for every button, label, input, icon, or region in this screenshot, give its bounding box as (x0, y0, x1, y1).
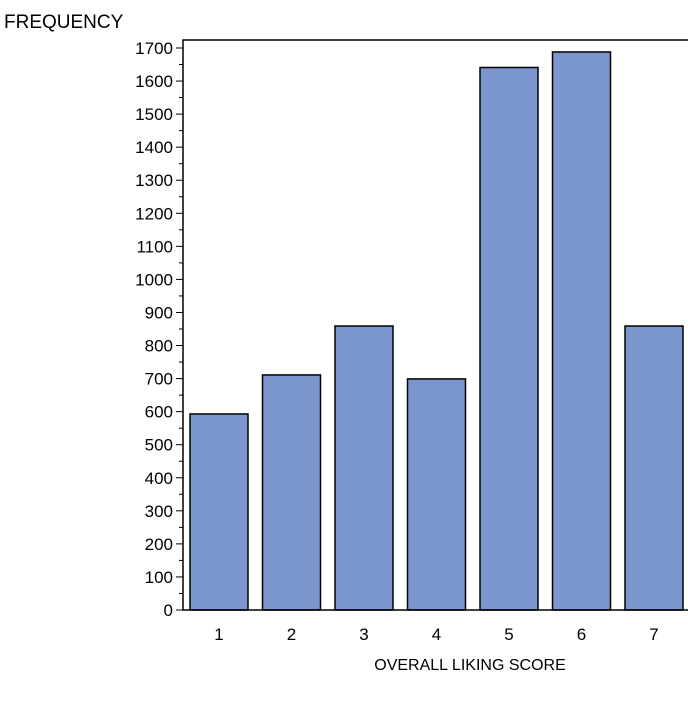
bar-score-1 (189, 413, 249, 611)
bars-group (189, 51, 684, 611)
y-tick-label: 900 (145, 303, 173, 322)
y-tick-label: 1600 (135, 72, 173, 91)
bar-score-5 (479, 66, 539, 611)
y-tick-label: 600 (145, 403, 173, 422)
x-tick-label: 6 (577, 625, 586, 644)
bar-score-6 (551, 51, 612, 611)
x-tick-label: 3 (359, 625, 368, 644)
x-tick-label: 5 (504, 625, 513, 644)
bar-score-7 (624, 325, 684, 611)
bar-score-2 (261, 374, 322, 611)
y-tick-label: 200 (145, 535, 173, 554)
y-tick-label: 1500 (135, 105, 173, 124)
y-tick-label: 1400 (135, 138, 173, 157)
bar-score-3 (334, 325, 394, 611)
plot-frame (182, 39, 688, 611)
y-tick-label: 1300 (135, 171, 173, 190)
y-tick-label: 100 (145, 568, 173, 587)
y-tick-label: 1700 (135, 39, 173, 58)
y-tick-label: 1200 (135, 204, 173, 223)
y-tick-label: 800 (145, 337, 173, 356)
x-tick-label: 7 (649, 625, 658, 644)
x-tick-label: 1 (214, 625, 223, 644)
y-axis-title: FREQUENCY (4, 12, 124, 33)
x-axis-title: OVERALL LIKING SCORE (374, 657, 565, 674)
x-axis-ticks: 1 2 3 4 5 6 7 (214, 625, 658, 644)
x-tick-label: 2 (287, 625, 296, 644)
y-tick-label: 400 (145, 469, 173, 488)
y-tick-label: 700 (145, 370, 173, 389)
y-tick-label: 0 (164, 601, 173, 620)
x-tick-label: 4 (432, 625, 441, 644)
bar-score-4 (406, 378, 467, 611)
y-axis-ticks: 0 100 200 300 400 500 600 700 800 900 1000 1100 1200… (135, 39, 183, 620)
y-tick-label: 1000 (135, 270, 173, 289)
y-tick-label: 300 (145, 502, 173, 521)
y-tick-label: 1100 (136, 237, 173, 256)
y-tick-label: 500 (145, 436, 173, 455)
